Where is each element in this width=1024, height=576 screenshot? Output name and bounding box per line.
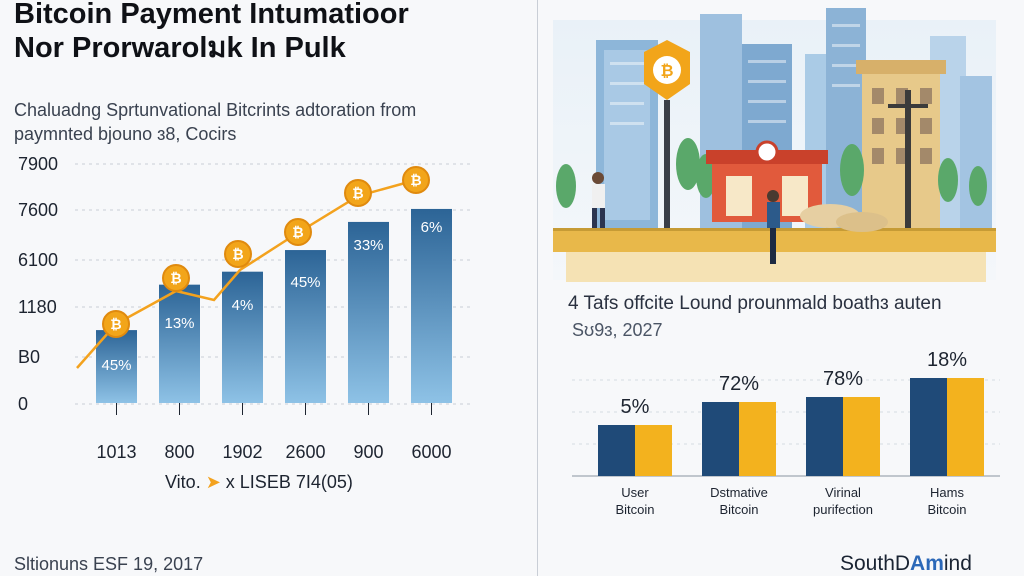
bitcoin-symbol: ₿ — [410, 172, 421, 188]
right-bar-blue — [910, 378, 947, 476]
bar-value-label: 45% — [101, 357, 131, 374]
right-bar-blue — [598, 425, 635, 476]
bar-value-label: 13% — [164, 315, 194, 332]
right-bar-gold — [739, 402, 776, 476]
brand-logo: SouthDAmind — [840, 552, 972, 576]
bar-value-label: 33% — [353, 237, 383, 254]
bitcoin-coin-icon — [224, 240, 252, 268]
bitcoin-symbol: ₿ — [292, 224, 303, 240]
left-bar — [96, 330, 137, 403]
left-bar — [222, 271, 263, 403]
title-line-1: Bitcoin Payment Intumatioor — [14, 0, 409, 30]
x-tick-label: 1013 — [96, 442, 136, 462]
bitcoin-coin-icon — [402, 166, 430, 194]
brand-part-c: ind — [943, 552, 972, 575]
right-bar-blue — [702, 402, 739, 476]
right-bar-value-label: 5% — [621, 396, 650, 418]
subtitle-line-2: paymnted bjouno ɜ8, Cocirs — [14, 124, 237, 144]
brand-part-a: SouthD — [840, 552, 911, 575]
bitcoin-coin-icon — [344, 179, 372, 207]
right-bar-gold — [635, 425, 672, 476]
bar-value-label: 4% — [232, 297, 254, 314]
right-bar-value-label: 72% — [719, 373, 759, 395]
subtitle-line-1: Chaluadng Sprtunvational Bitcrints adtor… — [14, 100, 417, 120]
right-category-label: purifection — [813, 502, 873, 517]
right-category-label: User — [621, 485, 649, 500]
right-bar-value-label: 78% — [823, 368, 863, 390]
right-category-label: Bitcoin — [719, 502, 758, 517]
x-tick-label: 2600 — [285, 442, 325, 462]
panel-divider — [537, 0, 538, 576]
x-tick-label: 800 — [164, 442, 194, 462]
bitcoin-coin-icon — [162, 264, 190, 292]
right-category-label: Dstmative — [710, 485, 768, 500]
right-chart-subtitle: Sʊ9ɜ, 2027 — [572, 320, 663, 340]
bitcoin-coin-icon — [102, 310, 130, 338]
y-tick-label: B0 — [18, 347, 40, 367]
left-bar — [285, 250, 326, 403]
legend-arrow-icon: ➤ — [206, 472, 226, 492]
bitcoin-symbol: ₿ — [110, 316, 121, 332]
left-bar — [411, 208, 452, 403]
x-tick-label: 900 — [353, 442, 383, 462]
right-bar-gold — [843, 397, 880, 476]
bitcoin-symbol: ₿ — [232, 246, 243, 262]
y-tick-label: 6100 — [18, 250, 58, 270]
legend-text-a: Vito. — [165, 472, 206, 492]
y-tick-label: 1180 — [18, 297, 57, 317]
legend-text: Vito. ➤ x LISEB 7I4(05) — [165, 472, 353, 492]
bar-value-label: 6% — [421, 219, 443, 236]
footer-date: Sltionuns ESF 19, 2017 — [14, 554, 204, 574]
bar-value-label: 45% — [290, 274, 320, 291]
y-tick-label: 7900 — [18, 154, 58, 174]
right-category-label: Hams — [930, 485, 964, 500]
left-bar — [159, 284, 200, 403]
right-bar-blue — [806, 397, 843, 476]
x-tick-label: 1902 — [222, 442, 262, 462]
bitcoin-coin-icon — [284, 218, 312, 246]
right-category-label: Virinal — [825, 485, 861, 500]
y-tick-label: 7600 — [18, 200, 58, 220]
brand-part-b: Am — [910, 552, 944, 575]
y-tick-label: 0 — [18, 394, 28, 414]
right-category-label: Bitcoin — [615, 502, 654, 517]
legend-text-b: x LISEB 7I4(05) — [226, 472, 353, 492]
left-bar — [348, 221, 389, 403]
bitcoin-symbol: ₿ — [352, 185, 363, 201]
right-bar-gold — [947, 378, 984, 476]
title-line-2: Nor Prorwarolมk In Pulk — [14, 32, 346, 64]
bitcoin-symbol: ₿ — [170, 270, 181, 286]
right-category-label: Bitcoin — [927, 502, 966, 517]
right-bar-value-label: 18% — [927, 349, 967, 371]
right-chart-title: 4 Tafs offcite Lound prounmald boathɜ au… — [568, 293, 942, 314]
x-tick-label: 6000 — [411, 442, 451, 462]
